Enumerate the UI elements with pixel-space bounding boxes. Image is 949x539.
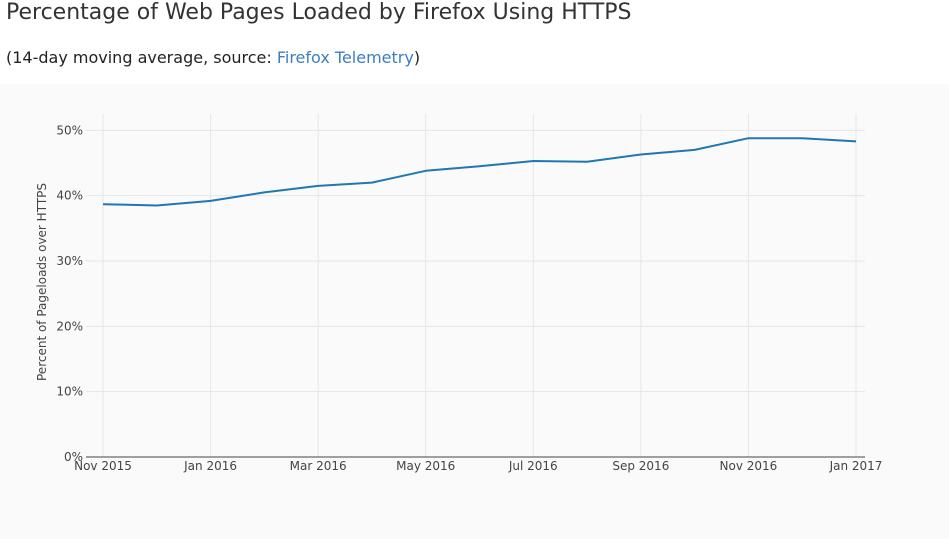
y-tick-label: 10%	[56, 385, 83, 399]
x-tick-label: Nov 2015	[74, 459, 132, 473]
y-tick-label: 50%	[56, 123, 83, 137]
x-tick-label: Jan 2017	[829, 459, 883, 473]
x-tick-label: Sep 2016	[612, 459, 669, 473]
y-tick-label: 40%	[56, 189, 83, 203]
chart: Percent of Pageloads over HTTPS 0% 10% 20%…	[35, 114, 883, 473]
x-tick-label: Jul 2016	[508, 459, 558, 473]
subtitle-text: (14-day moving average, source:	[6, 48, 277, 67]
telemetry-link[interactable]: Firefox Telemetry	[276, 48, 414, 67]
y-axis-title: Percent of Pageloads over HTTPS	[35, 183, 49, 381]
x-tick-label: Jan 2016	[183, 459, 237, 473]
subtitle: (14-day moving average, source: Firefox …	[6, 48, 420, 67]
y-tick-label: 30%	[56, 254, 83, 268]
y-tick-label: 0%	[64, 450, 83, 464]
x-tick-label: May 2016	[396, 459, 455, 473]
y-tick-label: 20%	[56, 319, 83, 333]
x-tick-label: Nov 2016	[720, 459, 778, 473]
chart-title: Percentage of Web Pages Loaded by Firefo…	[6, 0, 632, 25]
subtitle-text: )	[413, 48, 421, 67]
data-line	[102, 137, 857, 207]
chart-panel: Percent of Pageloads over HTTPS 0% 10% 20%…	[0, 84, 949, 539]
x-tick-label: Mar 2016	[290, 459, 347, 473]
